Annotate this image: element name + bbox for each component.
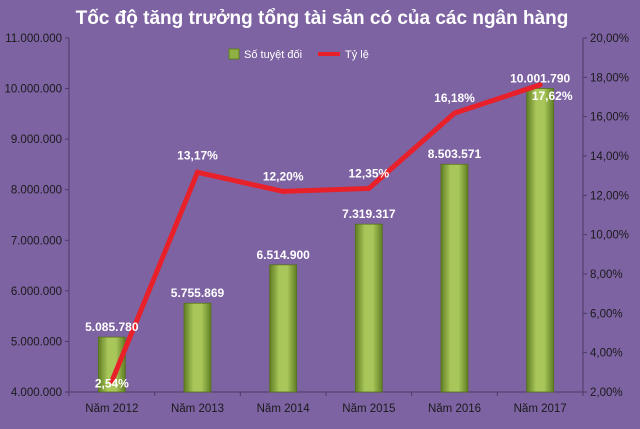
x-tick-label: Năm 2013 bbox=[171, 403, 224, 415]
bar bbox=[526, 88, 555, 393]
line-value-label: 13,17% bbox=[177, 148, 218, 162]
line-point bbox=[280, 188, 286, 194]
axes: 4.000.000 5.000.000 6.000.000 7.000.000 8.00… bbox=[4, 33, 629, 415]
y-left-tick-label: 10.000.000 bbox=[4, 84, 62, 96]
y-left-tick-label: 11.000.000 bbox=[5, 33, 62, 45]
bar bbox=[269, 264, 298, 393]
y-left-tick-label: 6.000.000 bbox=[11, 286, 62, 298]
y-right-tick-label: 2,00% bbox=[590, 387, 623, 399]
line-point bbox=[452, 110, 457, 116]
bar-value-label: 5.755.869 bbox=[171, 286, 225, 300]
y-left-tick-label: 5.000.000 bbox=[11, 336, 62, 348]
line-value-label: 12,20% bbox=[263, 169, 304, 183]
x-tick-label: Năm 2015 bbox=[342, 403, 395, 415]
y-left-tick-label: 9.000.000 bbox=[11, 134, 62, 146]
legend-swatch-bars bbox=[228, 48, 240, 60]
bar-value-label: 5.085.780 bbox=[85, 320, 139, 334]
bar bbox=[354, 223, 383, 393]
y-right-tick-label: 20,00% bbox=[590, 33, 629, 45]
y-right-tick-label: 8,00% bbox=[590, 269, 623, 281]
line-point bbox=[366, 185, 372, 191]
y-right-tick-label: 14,00% bbox=[590, 151, 629, 163]
data-labels: 5.085.780 5.755.869 6.514.900 7.319.317 8.50… bbox=[85, 71, 573, 390]
y-left-tick-label: 7.000.000 bbox=[11, 235, 62, 247]
bar-value-label: 8.503.571 bbox=[428, 147, 482, 161]
y-right-tick-label: 6,00% bbox=[590, 308, 623, 320]
x-tick-label: Năm 2014 bbox=[257, 403, 311, 415]
bar-value-label: 10.001.790 bbox=[510, 71, 570, 85]
y-right-tick-label: 10,00% bbox=[590, 230, 629, 242]
line-point bbox=[537, 82, 543, 88]
x-tick-label: Năm 2016 bbox=[428, 403, 481, 415]
y-right-tick-label: 4,00% bbox=[590, 348, 623, 360]
legend-item-line: Tỷ lệ bbox=[318, 49, 369, 61]
line-value-label: 12,35% bbox=[348, 166, 389, 180]
y-left-tick-label: 8.000.000 bbox=[11, 185, 62, 197]
y-right-tick-label: 18,00% bbox=[590, 72, 629, 84]
line-value-label: 2,54% bbox=[95, 376, 129, 390]
x-tick-label: Năm 2012 bbox=[85, 403, 138, 415]
y-left-tick-label: 4.000.000 bbox=[11, 387, 62, 399]
bar bbox=[183, 302, 212, 393]
line-point bbox=[109, 378, 115, 384]
chart-title: Tốc độ tăng trưởng tổng tài sản có của c… bbox=[76, 8, 569, 29]
x-tick-label: Năm 2017 bbox=[514, 403, 567, 415]
y-right-tick-label: 16,00% bbox=[590, 112, 629, 124]
legend-label-line: Tỷ lệ bbox=[345, 49, 369, 61]
line-point bbox=[195, 169, 200, 175]
bar bbox=[440, 163, 469, 393]
line-value-label: 17,62% bbox=[532, 89, 573, 103]
line-value-label: 16,18% bbox=[434, 91, 475, 105]
legend-item-bars: Số tuyệt đối bbox=[228, 48, 302, 61]
legend: Số tuyệt đối Tỷ lệ bbox=[228, 48, 369, 61]
bar-value-label: 6.514.900 bbox=[256, 248, 310, 262]
legend-label-bars: Số tuyệt đối bbox=[244, 49, 302, 61]
line-path bbox=[109, 82, 541, 383]
bars bbox=[97, 88, 555, 393]
bar-value-label: 7.319.317 bbox=[342, 207, 396, 221]
line-series bbox=[109, 82, 543, 384]
y-right-tick-label: 12,00% bbox=[590, 190, 629, 202]
